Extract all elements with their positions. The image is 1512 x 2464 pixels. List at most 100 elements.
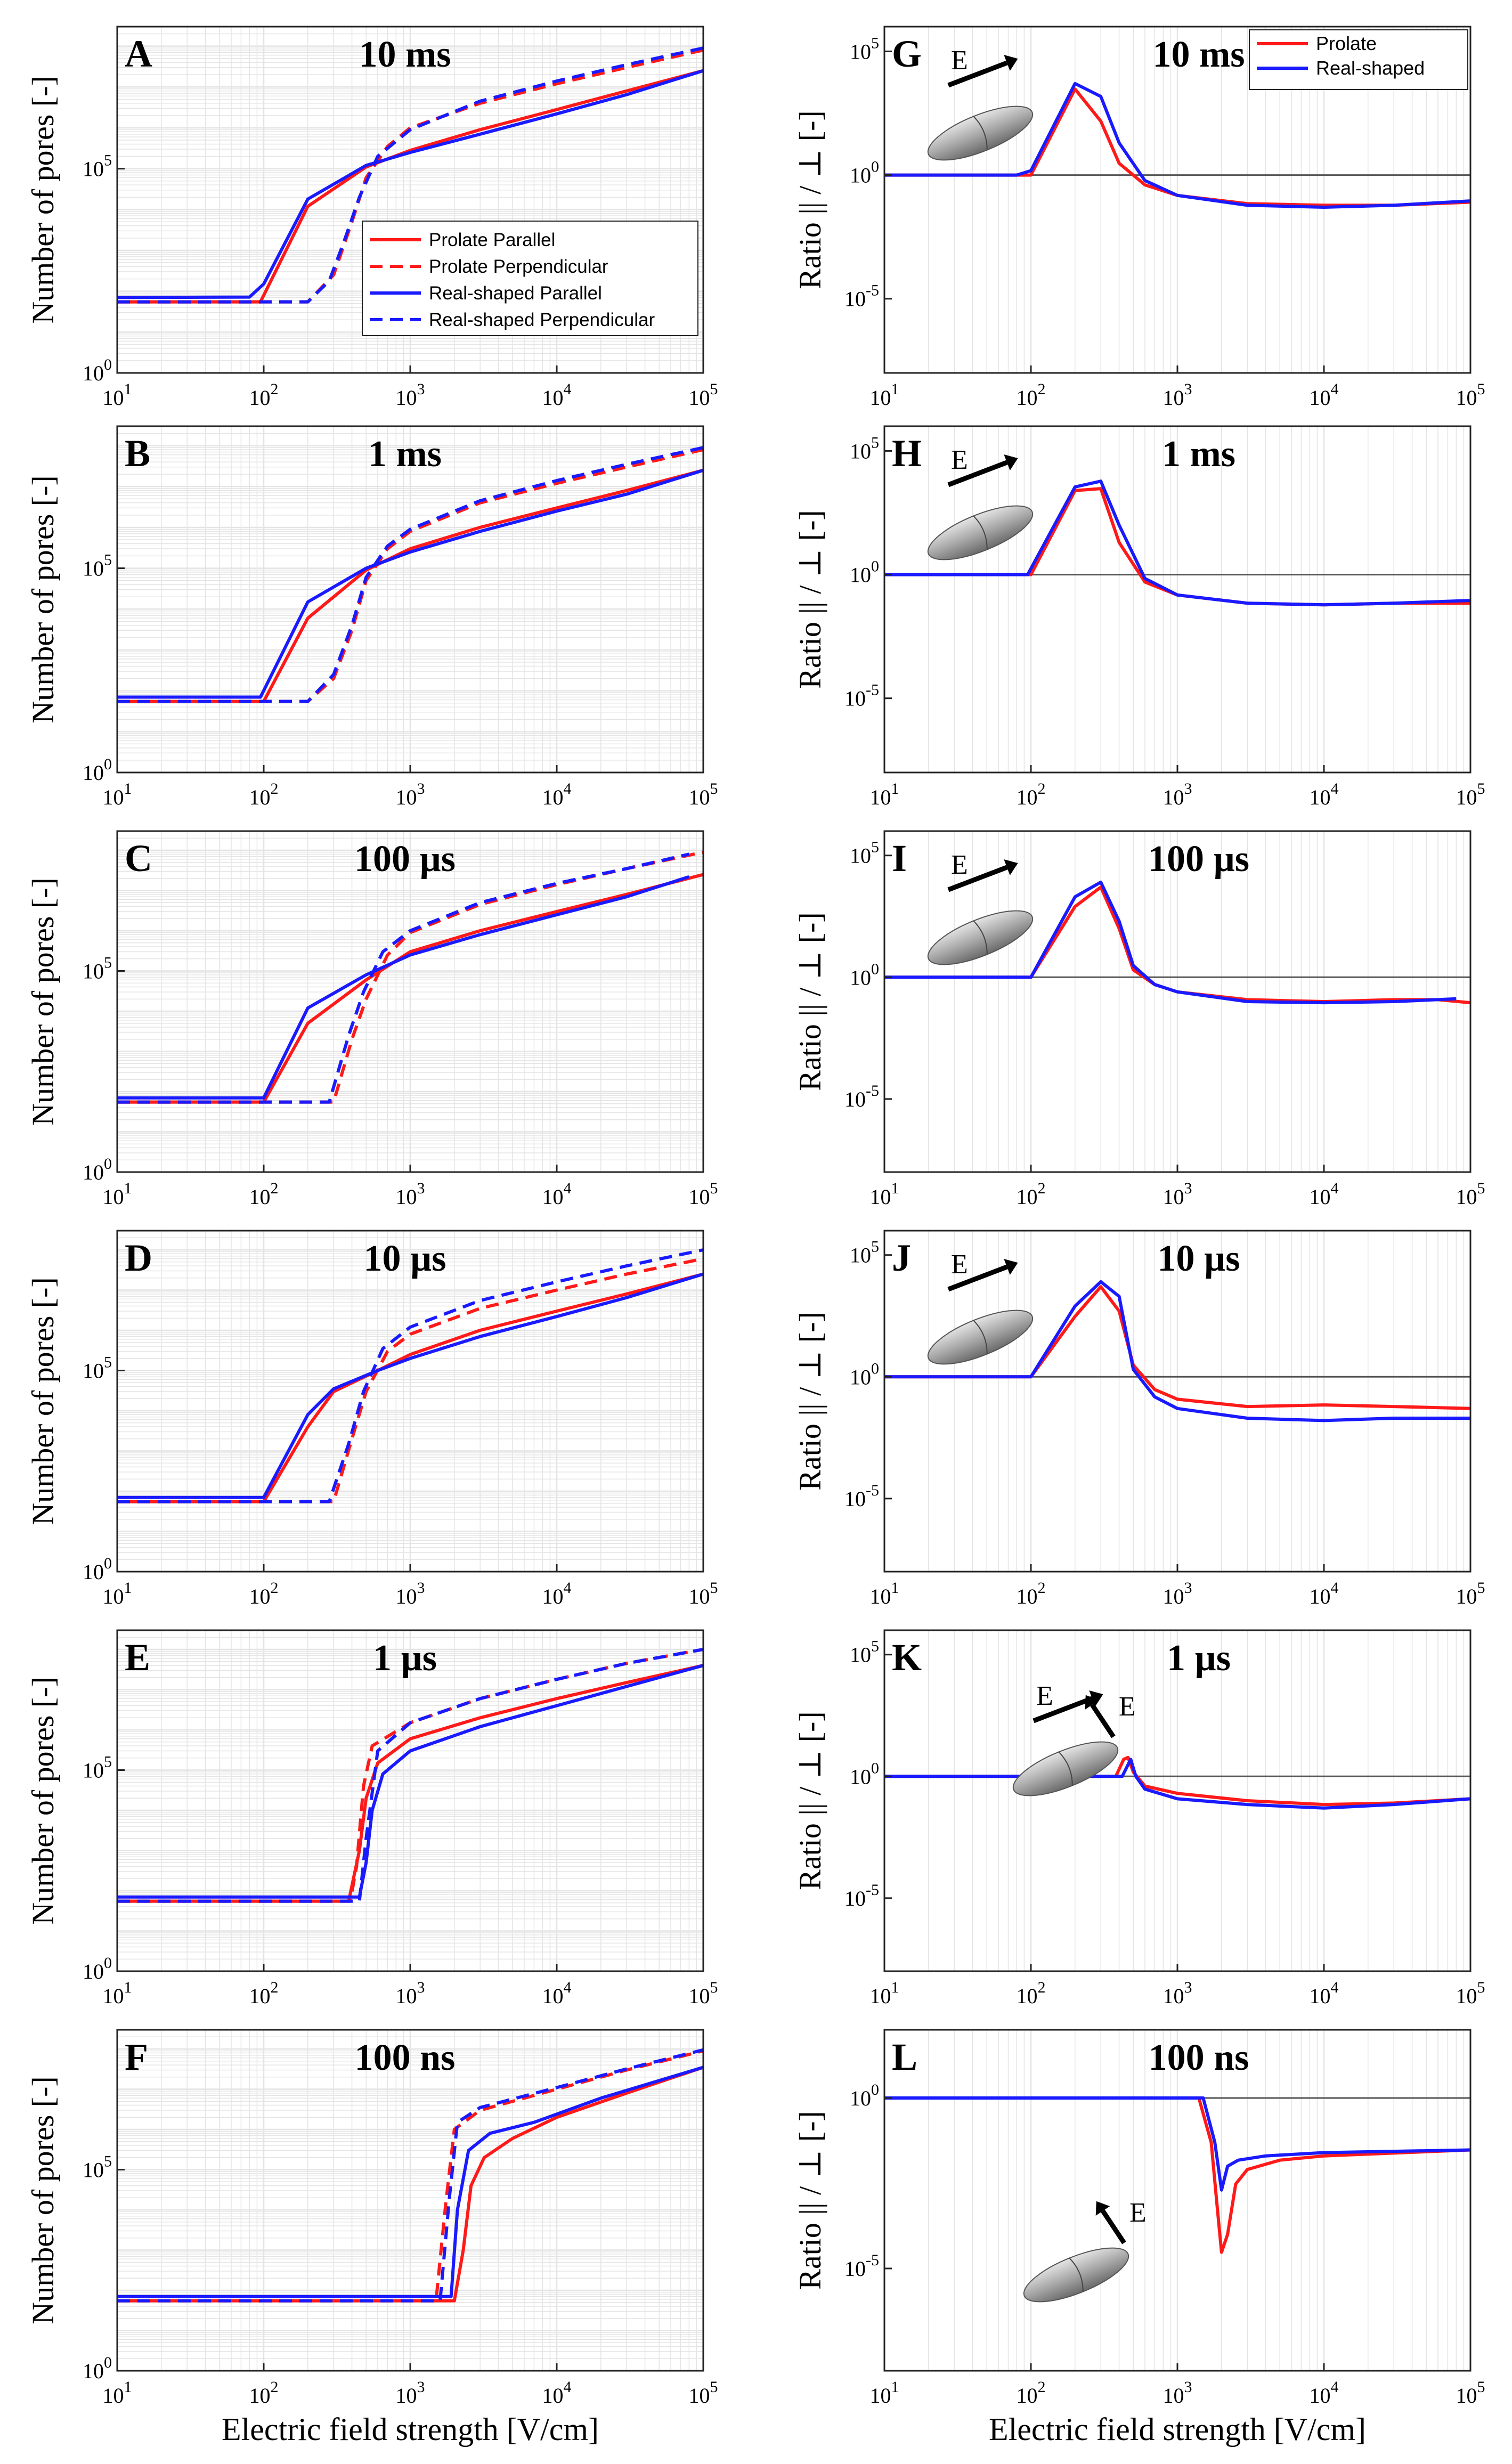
ellipsoid-seam (973, 920, 988, 955)
x-tick-label: 103 (1163, 2378, 1192, 2408)
legend-entry: Prolate (1316, 32, 1377, 54)
x-tick-label: 102 (249, 1579, 279, 1608)
y-tick-label-exponent: 0 (871, 558, 879, 575)
y-tick-label: 100 (83, 1954, 112, 1983)
legend-entry: Real-shaped Perpendicular (429, 310, 655, 330)
series-group (117, 46, 703, 304)
field-arrow-shaft (1090, 1703, 1116, 1738)
x-tick-label-exponent: 4 (1331, 1979, 1339, 1996)
y-tick-label: 105 (850, 34, 879, 63)
series-group (884, 1280, 1470, 1422)
x-tick-label-exponent: 3 (1184, 2378, 1192, 2396)
y-tick-label-base: 10 (850, 164, 871, 188)
x-tick-label-base: 10 (542, 1185, 564, 1209)
y-tick-label-exponent: 5 (871, 1238, 879, 1256)
x-tick-label-exponent: 3 (417, 780, 425, 798)
x-tick-label-base: 10 (1163, 1185, 1184, 1209)
series-line-prolate (884, 1755, 1470, 1807)
x-tick-label: 102 (249, 1180, 279, 1209)
x-tick-label-exponent: 1 (124, 1579, 132, 1597)
ellipsoid-body (1023, 2247, 1129, 2303)
panel-title: 100 µs (354, 839, 456, 880)
series-line-real-shaped-parallel (117, 468, 703, 699)
panel-title: 10 µs (363, 1238, 446, 1279)
x-tick-label: 104 (542, 1579, 572, 1608)
field-arrow-parallel: E (1033, 1681, 1103, 1723)
x-tick-label-base: 10 (1310, 1984, 1331, 2008)
legend-entry: Prolate Parallel (429, 230, 555, 250)
field-arrow-parallel: E (947, 45, 1018, 88)
x-tick-label-exponent: 3 (417, 1180, 425, 1197)
panel-title: 10 µs (1157, 1238, 1240, 1279)
ellipsoid-seam (1069, 2257, 1084, 2292)
y-tick-label-exponent: 5 (104, 1753, 112, 1771)
x-tick-label-exponent: 1 (124, 780, 132, 798)
x-tick-label-exponent: 1 (124, 2378, 132, 2396)
y-axis-label: Number of pores [-] (26, 877, 60, 1125)
y-tick-label-base: 10 (83, 1160, 104, 1184)
series-line-real-shaped-perpendicular (117, 1648, 703, 1903)
y-tick-label-exponent: 0 (104, 755, 112, 773)
x-tick-label: 105 (689, 380, 718, 410)
y-axis-label: Number of pores [-] (26, 475, 60, 723)
field-arrow-shaft (947, 865, 1008, 892)
x-tick-label: 105 (1456, 380, 1485, 410)
panel-letter: F (125, 2036, 148, 2078)
x-tick-label-base: 10 (249, 386, 271, 410)
legend-pores: Prolate Parallel Prolate Perpendicular Rea… (362, 221, 698, 336)
y-tick-label-base: 10 (850, 439, 871, 463)
y-tick-label-exponent: -5 (866, 681, 879, 699)
series-group (117, 1648, 703, 1903)
series-line-prolate-perpendicular (117, 1257, 703, 1503)
x-tick-label: 102 (1017, 2378, 1046, 2408)
x-tick-label: 102 (249, 2378, 279, 2408)
field-arrow-label: E (951, 445, 968, 475)
grid (883, 831, 1465, 1172)
x-tick-label-exponent: 4 (1331, 1579, 1339, 1597)
y-axis-label: Number of pores [-] (26, 1677, 60, 1924)
x-tick-label-base: 10 (870, 1185, 891, 1209)
y-tick-label-exponent: 5 (104, 1354, 112, 1371)
y-tick-label-base: 10 (83, 2359, 104, 2383)
x-tick-label: 102 (249, 780, 279, 809)
ellipsoid-seam (973, 116, 988, 150)
y-tick-label-exponent: 5 (104, 2153, 112, 2170)
series-line-real-shaped (884, 2096, 1470, 2192)
field-arrow-head (1089, 1690, 1103, 1706)
x-tick-label-exponent: 4 (1331, 2378, 1339, 2396)
y-tick-label: 105 (850, 434, 879, 463)
x-tick-label-base: 10 (870, 1584, 891, 1608)
x-tick-label-base: 10 (249, 1584, 271, 1608)
ellipsoid-seam (973, 515, 988, 550)
series-line-prolate-parallel (117, 69, 703, 304)
x-tick-label: 102 (1017, 380, 1046, 410)
y-tick-label-base: 10 (850, 1243, 871, 1267)
field-arrow-shaft (947, 60, 1008, 88)
x-tick-label: 101 (103, 1180, 132, 1209)
grid (116, 1630, 703, 1972)
y-axis-label: Number of pores [-] (26, 1277, 60, 1525)
x-tick-label-exponent: 3 (417, 1579, 425, 1597)
x-tick-label-base: 10 (1017, 1185, 1038, 1209)
x-tick-label-base: 10 (1310, 1185, 1331, 1209)
panel-letter: C (125, 837, 152, 880)
x-tick-label-base: 10 (249, 1984, 271, 2008)
legend-entry: Real-shaped Parallel (429, 283, 602, 304)
series-line-real-shaped-perpendicular (117, 46, 703, 304)
series-line-real-shaped (884, 880, 1457, 1005)
x-tick-label-exponent: 2 (1038, 780, 1046, 798)
series-line-prolate-perpendicular (117, 2049, 703, 2303)
x-tick-label-base: 10 (103, 1584, 124, 1608)
x-tick-label-base: 10 (1017, 785, 1038, 809)
x-tick-label-base: 10 (1456, 1584, 1477, 1608)
x-tick-label-base: 10 (1017, 1584, 1038, 1608)
x-tick-label-base: 10 (689, 386, 710, 410)
x-tick-label: 101 (103, 2378, 132, 2408)
y-tick-label-exponent: 5 (104, 954, 112, 972)
series-group (117, 446, 703, 703)
y-tick-label: 100 (850, 558, 879, 587)
field-arrow-shaft (1033, 1696, 1093, 1723)
x-tick-label-base: 10 (870, 386, 891, 410)
series-line-prolate (884, 2096, 1470, 2254)
